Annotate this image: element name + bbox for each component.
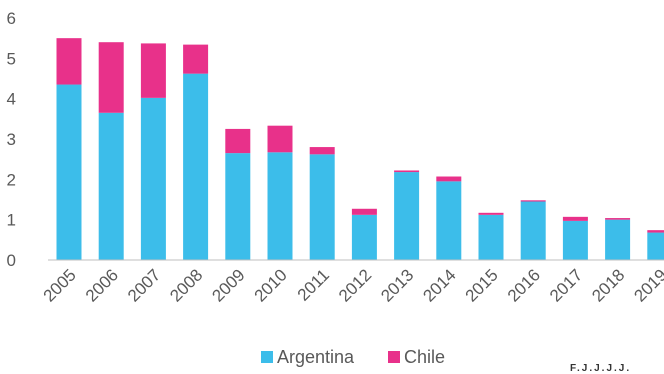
bar-argentina-2015 [479, 215, 504, 260]
x-tick-label: 2011 [294, 265, 333, 304]
bar-chile-2007 [141, 43, 166, 97]
footnote: F.J.J.J.J. [570, 363, 631, 374]
x-tick-label: 2014 [419, 265, 459, 305]
bar-argentina-2008 [183, 74, 208, 260]
x-tick-label: 2015 [462, 265, 502, 305]
bar-chile-2006 [99, 42, 124, 113]
bar-argentina-2016 [521, 202, 546, 260]
bar-argentina-2010 [268, 152, 293, 260]
x-tick-label: 2012 [335, 265, 375, 305]
bar-chile-2014 [436, 177, 461, 182]
bar-argentina-2007 [141, 98, 166, 260]
x-tick-label: 2019 [630, 265, 664, 305]
bar-chile-2011 [310, 147, 335, 154]
y-tick-label: 1 [7, 211, 16, 230]
x-tick-label: 2016 [504, 265, 544, 305]
y-tick-label: 4 [7, 90, 16, 109]
legend-label-argentina: Argentina [277, 347, 355, 367]
bar-chile-2016 [521, 200, 546, 201]
y-axis: 0 1 2 3 4 5 6 [7, 9, 16, 270]
bar-chile-2008 [183, 45, 208, 74]
bars [57, 38, 664, 260]
y-tick-label: 0 [7, 251, 16, 270]
bar-argentina-2012 [352, 215, 377, 260]
y-tick-label: 6 [7, 9, 16, 28]
bar-argentina-2011 [310, 154, 335, 260]
bar-chile-2010 [268, 126, 293, 153]
bar-chile-2013 [394, 170, 419, 172]
x-tick-label: 2013 [377, 265, 417, 305]
legend: Argentina Chile [261, 347, 445, 367]
y-tick-label: 5 [7, 49, 16, 68]
bar-chile-2009 [225, 129, 250, 153]
x-tick-label: 2010 [251, 265, 291, 305]
x-tick-label: 2006 [82, 265, 122, 305]
bar-argentina-2006 [99, 113, 124, 260]
bar-chile-2015 [479, 213, 504, 215]
x-tick-label: 2005 [40, 265, 80, 305]
bar-chile-2017 [563, 217, 588, 221]
x-tick-label: 2008 [166, 265, 206, 305]
bar-argentina-2014 [436, 181, 461, 260]
x-tick-label: 2009 [208, 265, 248, 305]
bar-argentina-2017 [563, 221, 588, 260]
x-tick-label: 2017 [546, 265, 586, 305]
legend-label-chile: Chile [404, 347, 445, 367]
legend-swatch-argentina [261, 351, 273, 363]
y-tick-label: 2 [7, 170, 16, 189]
bar-chile-2005 [57, 38, 82, 84]
x-tick-label: 2007 [124, 265, 164, 305]
bar-chile-2019 [647, 230, 664, 232]
y-tick-label: 3 [7, 130, 16, 149]
bar-argentina-2018 [605, 220, 630, 260]
bar-chile-2012 [352, 209, 377, 215]
legend-swatch-chile [388, 351, 400, 363]
x-tick-label: 2018 [588, 265, 628, 305]
bar-argentina-2013 [394, 172, 419, 260]
bar-argentina-2005 [57, 85, 82, 260]
bar-argentina-2019 [647, 233, 664, 260]
bar-chile-2018 [605, 218, 630, 220]
bar-argentina-2009 [225, 153, 250, 260]
